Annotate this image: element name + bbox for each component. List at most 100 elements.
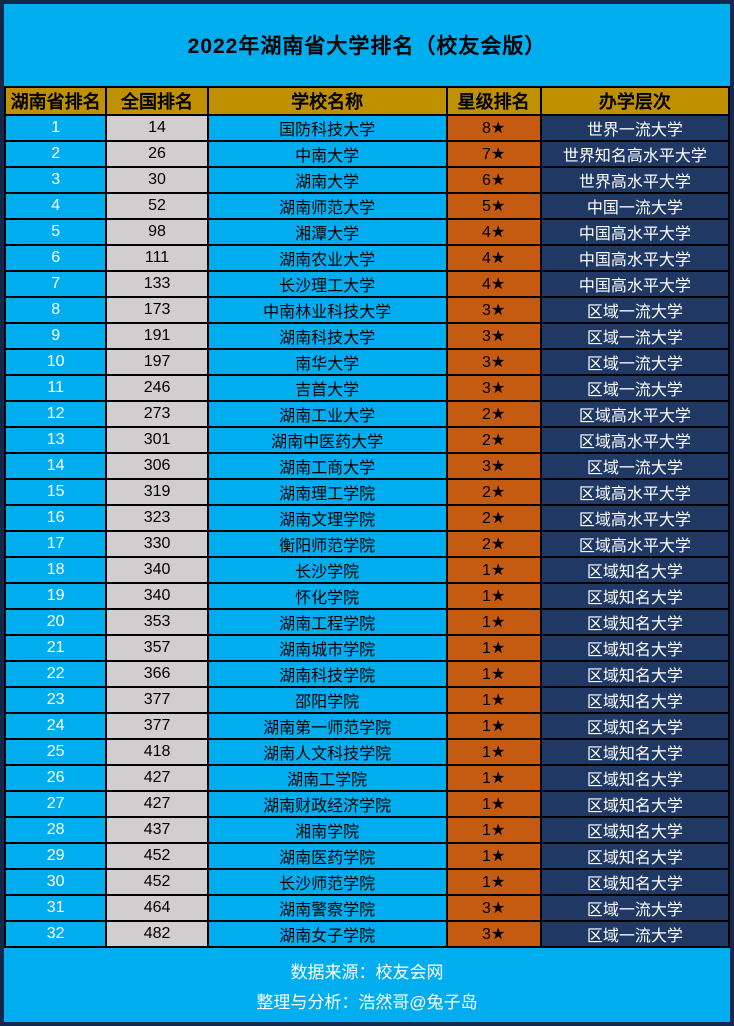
school-level-cell: 中国高水平大学 bbox=[539, 270, 731, 298]
table-row: 24 377 湖南第一师范学院 1★ 区域知名大学 bbox=[3, 712, 731, 740]
school-level-cell: 区域知名大学 bbox=[539, 790, 731, 818]
school-name-cell: 湖南中医药大学 bbox=[206, 426, 448, 454]
school-level-cell: 区域一流大学 bbox=[539, 348, 731, 376]
header-star-rating: 星级排名 bbox=[445, 86, 542, 116]
table-row: 14 306 湖南工商大学 3★ 区域一流大学 bbox=[3, 452, 731, 480]
province-rank-cell: 23 bbox=[3, 686, 108, 714]
star-rating-cell: 2★ bbox=[445, 504, 542, 532]
table-row: 20 353 湖南工程学院 1★ 区域知名大学 bbox=[3, 608, 731, 636]
star-rating-cell: 1★ bbox=[445, 608, 542, 636]
school-level-cell: 区域知名大学 bbox=[539, 686, 731, 714]
national-rank-cell: 340 bbox=[105, 582, 209, 610]
national-rank-cell: 330 bbox=[105, 530, 209, 558]
star-rating-cell: 6★ bbox=[445, 166, 542, 194]
national-rank-cell: 452 bbox=[105, 868, 209, 896]
school-level-cell: 区域一流大学 bbox=[539, 452, 731, 480]
national-rank-cell: 191 bbox=[105, 322, 209, 350]
school-name-cell: 长沙师范学院 bbox=[206, 868, 448, 896]
school-name-cell: 湖南城市学院 bbox=[206, 634, 448, 662]
school-name-cell: 湖南工业大学 bbox=[206, 400, 448, 428]
table-row: 4 52 湖南师范大学 5★ 中国一流大学 bbox=[3, 192, 731, 220]
star-rating-cell: 4★ bbox=[445, 218, 542, 246]
province-rank-cell: 5 bbox=[3, 218, 108, 246]
province-rank-cell: 13 bbox=[3, 426, 108, 454]
national-rank-cell: 111 bbox=[105, 244, 209, 272]
table-row: 6 111 湖南农业大学 4★ 中国高水平大学 bbox=[3, 244, 731, 272]
school-name-cell: 湖南工程学院 bbox=[206, 608, 448, 636]
province-rank-cell: 28 bbox=[3, 816, 108, 844]
province-rank-cell: 2 bbox=[3, 140, 108, 168]
school-level-cell: 区域知名大学 bbox=[539, 816, 731, 844]
ranking-table: 湖南省排名 全国排名 学校名称 星级排名 办学层次 1 14 国防科技大学 8★ 世界一… bbox=[3, 86, 731, 948]
school-name-cell: 湖南人文科技学院 bbox=[206, 738, 448, 766]
star-rating-cell: 1★ bbox=[445, 842, 542, 870]
national-rank-cell: 366 bbox=[105, 660, 209, 688]
school-name-cell: 中南大学 bbox=[206, 140, 448, 168]
school-name-cell: 湖南大学 bbox=[206, 166, 448, 194]
school-name-cell: 衡阳师范学院 bbox=[206, 530, 448, 558]
school-name-cell: 湖南农业大学 bbox=[206, 244, 448, 272]
table-row: 12 273 湖南工业大学 2★ 区域高水平大学 bbox=[3, 400, 731, 428]
header-province-rank: 湖南省排名 bbox=[3, 86, 108, 116]
credits-line: 整理与分析：浩然哥@兔子岛 bbox=[256, 992, 478, 1012]
star-rating-cell: 1★ bbox=[445, 868, 542, 896]
table-row: 16 323 湖南文理学院 2★ 区域高水平大学 bbox=[3, 504, 731, 532]
national-rank-cell: 377 bbox=[105, 712, 209, 740]
school-level-cell: 区域一流大学 bbox=[539, 296, 731, 324]
province-rank-cell: 8 bbox=[3, 296, 108, 324]
table-row: 32 482 湖南女子学院 3★ 区域一流大学 bbox=[3, 920, 731, 948]
school-level-cell: 区域知名大学 bbox=[539, 842, 731, 870]
star-rating-cell: 1★ bbox=[445, 582, 542, 610]
table-row: 13 301 湖南中医药大学 2★ 区域高水平大学 bbox=[3, 426, 731, 454]
national-rank-cell: 133 bbox=[105, 270, 209, 298]
province-rank-cell: 22 bbox=[3, 660, 108, 688]
national-rank-cell: 173 bbox=[105, 296, 209, 324]
national-rank-cell: 246 bbox=[105, 374, 209, 402]
table-row: 28 437 湘南学院 1★ 区域知名大学 bbox=[3, 816, 731, 844]
province-rank-cell: 31 bbox=[3, 894, 108, 922]
table-row: 8 173 中南林业科技大学 3★ 区域一流大学 bbox=[3, 296, 731, 324]
national-rank-cell: 377 bbox=[105, 686, 209, 714]
star-rating-cell: 1★ bbox=[445, 660, 542, 688]
star-rating-cell: 1★ bbox=[445, 816, 542, 844]
school-name-cell: 湘南学院 bbox=[206, 816, 448, 844]
province-rank-cell: 12 bbox=[3, 400, 108, 428]
province-rank-cell: 14 bbox=[3, 452, 108, 480]
national-rank-cell: 340 bbox=[105, 556, 209, 584]
national-rank-cell: 301 bbox=[105, 426, 209, 454]
province-rank-cell: 3 bbox=[3, 166, 108, 194]
table-row: 22 366 湖南科技学院 1★ 区域知名大学 bbox=[3, 660, 731, 688]
national-rank-cell: 427 bbox=[105, 790, 209, 818]
national-rank-cell: 418 bbox=[105, 738, 209, 766]
national-rank-cell: 482 bbox=[105, 920, 209, 948]
data-source-line: 数据来源：校友会网 bbox=[290, 962, 444, 982]
table-row: 19 340 怀化学院 1★ 区域知名大学 bbox=[3, 582, 731, 610]
national-rank-cell: 30 bbox=[105, 166, 209, 194]
national-rank-cell: 427 bbox=[105, 764, 209, 792]
school-level-cell: 区域知名大学 bbox=[539, 738, 731, 766]
province-rank-cell: 19 bbox=[3, 582, 108, 610]
table-row: 17 330 衡阳师范学院 2★ 区域高水平大学 bbox=[3, 530, 731, 558]
star-rating-cell: 1★ bbox=[445, 686, 542, 714]
school-name-cell: 湖南工学院 bbox=[206, 764, 448, 792]
header-school-name: 学校名称 bbox=[206, 86, 448, 116]
school-level-cell: 区域知名大学 bbox=[539, 764, 731, 792]
national-rank-cell: 464 bbox=[105, 894, 209, 922]
star-rating-cell: 3★ bbox=[445, 920, 542, 948]
star-rating-cell: 3★ bbox=[445, 894, 542, 922]
table-row: 1 14 国防科技大学 8★ 世界一流大学 bbox=[3, 114, 731, 142]
school-name-cell: 湖南师范大学 bbox=[206, 192, 448, 220]
star-rating-cell: 3★ bbox=[445, 296, 542, 324]
province-rank-cell: 16 bbox=[3, 504, 108, 532]
star-rating-cell: 2★ bbox=[445, 478, 542, 506]
school-level-cell: 区域高水平大学 bbox=[539, 478, 731, 506]
star-rating-cell: 8★ bbox=[445, 114, 542, 142]
school-name-cell: 湖南科技学院 bbox=[206, 660, 448, 688]
school-name-cell: 吉首大学 bbox=[206, 374, 448, 402]
province-rank-cell: 17 bbox=[3, 530, 108, 558]
table-row: 5 98 湘潭大学 4★ 中国高水平大学 bbox=[3, 218, 731, 246]
school-level-cell: 区域知名大学 bbox=[539, 660, 731, 688]
province-rank-cell: 15 bbox=[3, 478, 108, 506]
school-name-cell: 中南林业科技大学 bbox=[206, 296, 448, 324]
star-rating-cell: 3★ bbox=[445, 322, 542, 350]
